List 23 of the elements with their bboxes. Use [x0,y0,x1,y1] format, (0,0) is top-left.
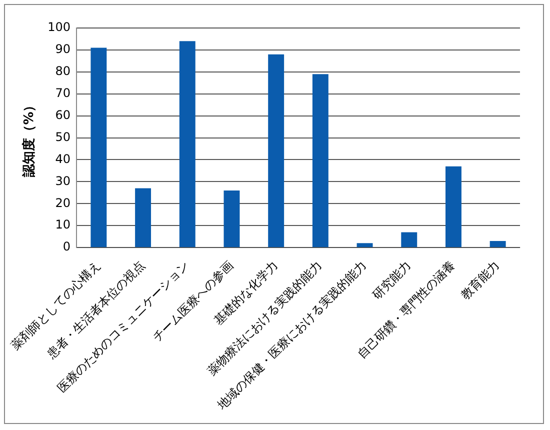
bar [401,232,418,248]
bar [224,190,240,248]
bar [90,48,107,248]
bar [445,166,462,248]
bar [179,41,196,248]
y-tick-label: 100 [48,20,71,34]
y-tick-label: 30 [55,174,71,188]
y-tick-label: 40 [55,152,71,166]
bar [312,74,328,248]
y-tick-label: 80 [55,64,71,78]
y-tick-label: 70 [55,86,71,100]
y-tick-label: 0 [62,240,71,254]
x-tick-label: 教育能力 [458,258,502,302]
y-tick-label: 90 [55,42,71,56]
y-tick-label: 20 [55,196,71,210]
y-axis-title: 認知度（%） [21,98,38,178]
y-tick-label: 50 [55,130,71,144]
bar [490,240,506,248]
bar [135,188,152,248]
bar [268,54,284,248]
bar [356,243,373,248]
y-tick-label: 60 [55,108,71,122]
y-tick-label: 10 [55,218,71,232]
